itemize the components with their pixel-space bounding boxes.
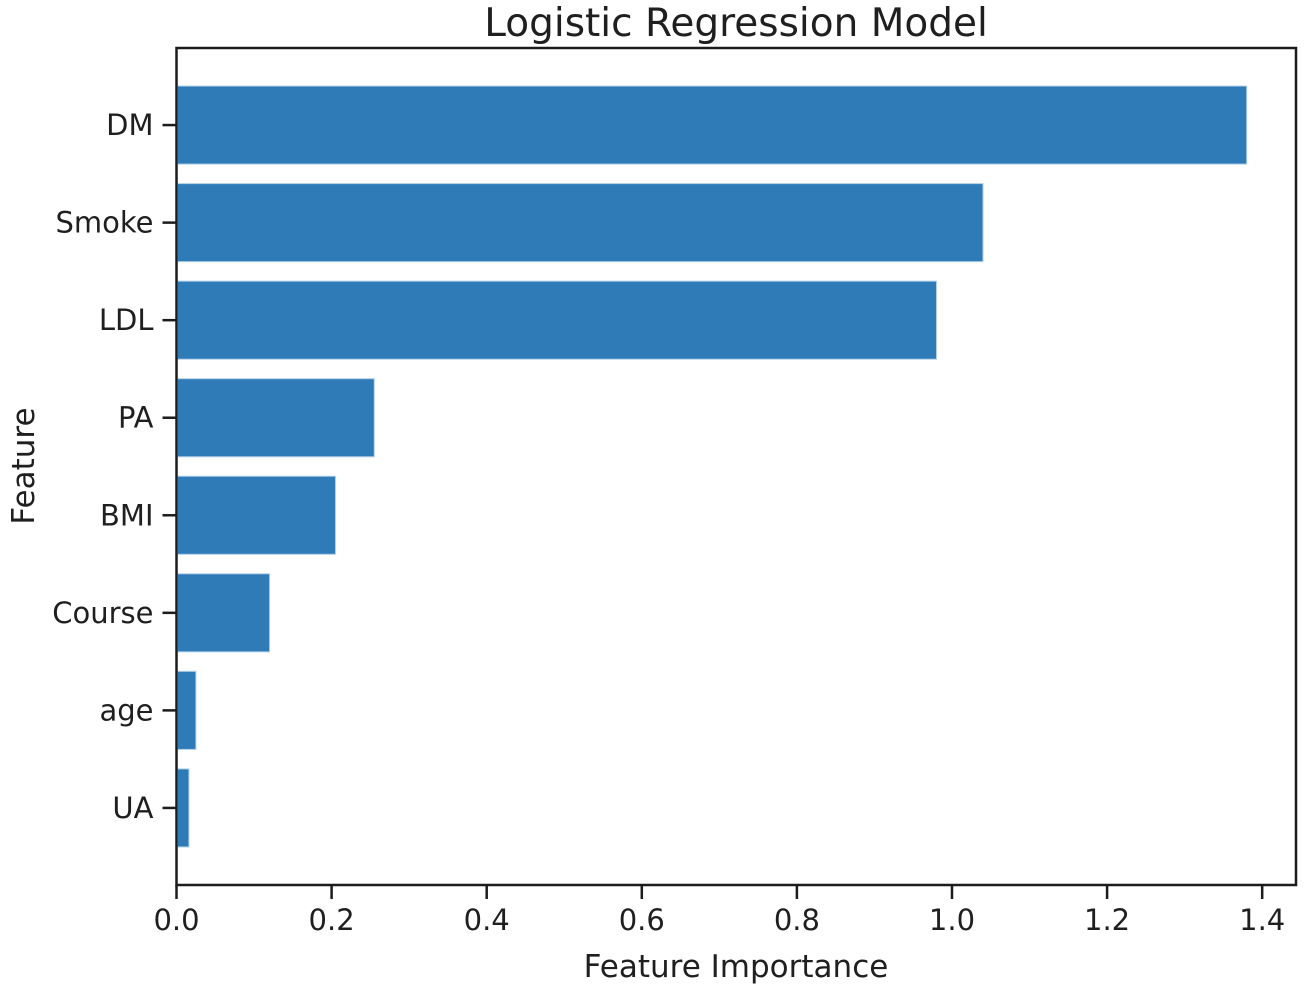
y-tick-label: BMI — [100, 498, 153, 532]
x-axis-label: Feature Importance — [584, 949, 889, 985]
ticks-group: DM Smoke LDL PA BMI Course age UA 0.0 0.2 0.4 0.6 0.… — [52, 108, 1285, 937]
bar — [177, 768, 190, 848]
y-tick-label: Course — [52, 596, 153, 630]
x-tick-label: 0.2 — [309, 903, 355, 937]
y-tick-label: DM — [106, 108, 153, 142]
y-tick-label: PA — [118, 401, 154, 435]
y-tick-label: Smoke — [55, 206, 153, 240]
y-tick-label: UA — [112, 791, 153, 825]
bar — [177, 475, 336, 555]
x-tick-label: 0.4 — [464, 903, 510, 937]
x-tick-label: 1.2 — [1084, 903, 1130, 937]
plot-frame — [175, 46, 1298, 887]
bar — [177, 85, 1248, 165]
x-tick-label: 0.8 — [774, 903, 820, 937]
x-tick-label: 1.4 — [1239, 903, 1285, 937]
y-axis-label: Feature — [6, 407, 42, 524]
y-tick-label: age — [99, 693, 153, 727]
x-tick-label: 0.0 — [153, 903, 199, 937]
bar — [177, 183, 984, 263]
bar — [177, 378, 375, 458]
bar — [177, 670, 197, 750]
x-tick-label: 0.6 — [619, 903, 665, 937]
bar — [177, 280, 937, 360]
bar — [177, 573, 271, 653]
y-tick-label: LDL — [99, 303, 154, 337]
x-tick-label: 1.0 — [929, 903, 975, 937]
bars-group — [177, 85, 1248, 848]
chart-title: Logistic Regression Model — [484, 1, 988, 46]
